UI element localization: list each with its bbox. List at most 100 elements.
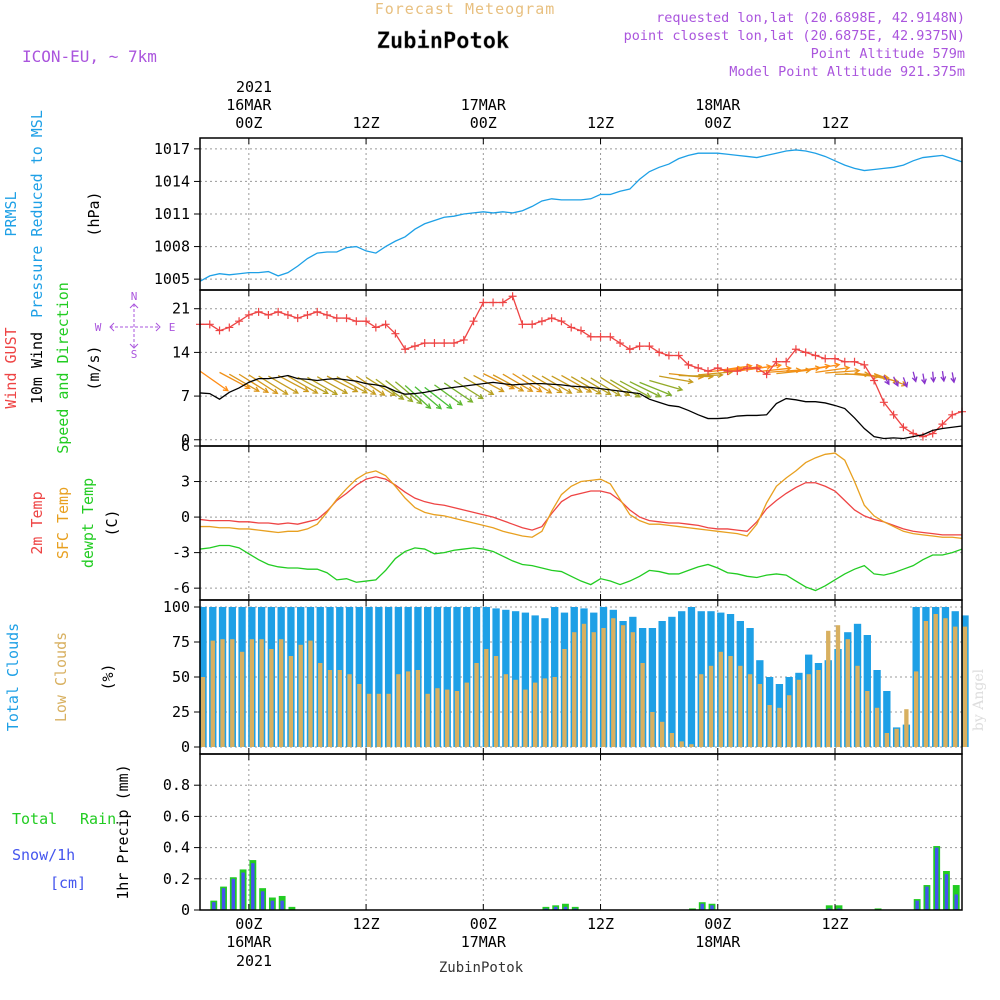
wind-arrow-head (595, 389, 602, 395)
low-cloud-bar (376, 693, 382, 747)
wind-arrow-head (902, 381, 909, 389)
y-tick-label: -6 (172, 579, 190, 597)
low-cloud-bar (513, 679, 518, 747)
low-cloud-bar (220, 639, 225, 747)
snow-bar (954, 894, 958, 910)
gust-marker (450, 339, 458, 348)
wind-arrow-head (361, 388, 368, 394)
low-cloud-bar (386, 693, 391, 747)
y-tick-label: 1014 (154, 172, 190, 190)
snow-bar (573, 908, 577, 910)
gust-marker (948, 410, 957, 419)
bottom-tick-label: 00Z (235, 915, 262, 933)
snow-bar (563, 906, 568, 910)
low-cloud-bar (239, 651, 245, 747)
low-cloud-bar (552, 677, 557, 747)
y-axis-label: 1hr Precip (mm) (114, 764, 132, 899)
wind-arrow (297, 376, 329, 394)
panel-4: 0 25 50 75 100 Total Clouds Low Clouds (%) (4, 598, 969, 756)
gust-marker (303, 310, 312, 319)
wind-arrow (463, 376, 494, 395)
wind-arrow-head (488, 389, 495, 396)
panel-legend-label: Speed and Direction (54, 282, 72, 454)
gust-marker (577, 326, 585, 335)
wind-arrow (698, 371, 733, 376)
y-tick-label: 75 (172, 633, 190, 651)
panel-legend-label: PRMSL (2, 191, 20, 236)
wind-arrow (688, 374, 723, 377)
gust-marker (430, 339, 439, 348)
low-cloud-bar (757, 684, 763, 747)
top-tick-label: 12Z (821, 114, 848, 132)
y-axis-label: (hPa) (85, 191, 103, 236)
gust-marker (371, 323, 380, 332)
wind-arrow-head (527, 386, 534, 392)
wind-arrow-head (884, 379, 890, 386)
gust-marker (821, 354, 830, 363)
low-cloud-bar (230, 639, 235, 747)
y-tick-label: 1011 (154, 205, 190, 223)
panel-5: 0 0.2 0.4 0.6 0.8 Total Rain Snow/1h [cm] 1hr Pre… (12, 753, 963, 919)
rain-bar (825, 905, 833, 910)
gust-marker (831, 354, 839, 363)
gust-marker (616, 339, 625, 348)
wind-arrow-head (775, 362, 783, 369)
gust-marker (879, 398, 888, 407)
total-cloud-bar (443, 607, 451, 747)
wind-arrow (346, 375, 376, 395)
snow-bar (837, 908, 841, 910)
gust-marker (772, 357, 781, 366)
wind-arrow (951, 372, 955, 383)
compass-rose: N S W E (95, 290, 176, 361)
gust-marker (274, 307, 283, 316)
low-cloud-bar (581, 623, 587, 747)
compass-s: S (131, 348, 138, 361)
gust-marker (205, 320, 214, 329)
wind-arrow-head (605, 389, 612, 396)
low-cloud-bar (923, 621, 929, 747)
wind-arrow-head (666, 390, 673, 397)
wind-arrow-head (322, 388, 329, 395)
wind-arrow-head (655, 392, 662, 398)
model-altitude: Model Point Altitude 921.375m (729, 64, 965, 80)
low-cloud-bar (904, 709, 909, 747)
y-tick-label: 0 (181, 431, 190, 449)
low-cloud-bar (620, 625, 626, 747)
wind-arrow-head (222, 385, 229, 392)
low-cloud-bar (562, 649, 567, 747)
low-cloud-bar (259, 639, 264, 747)
bottom-tick-label: 12Z (587, 915, 614, 933)
wind-arrow-head (854, 367, 861, 374)
wind-arrow-head (614, 390, 622, 397)
gust-marker (332, 314, 341, 323)
wind-arrow-head (893, 380, 899, 388)
wind-arrow (619, 380, 651, 398)
gust-marker (704, 367, 712, 376)
low-cloud-bar (572, 632, 577, 747)
bottom-tick-label: 12Z (821, 915, 848, 933)
wind-arrow-head (272, 388, 279, 395)
compass-n: N (131, 290, 138, 303)
gust-marker (323, 310, 331, 319)
wind-arrow (649, 379, 683, 391)
compass-cross (110, 304, 160, 348)
low-cloud-bar (962, 626, 968, 747)
wind-arrow (287, 375, 318, 394)
gust-marker (870, 376, 879, 385)
wind-arrow (228, 373, 260, 392)
low-cloud-bar (249, 639, 255, 747)
snow-bar (221, 888, 226, 910)
snow-bar (700, 903, 704, 910)
wind-arrow (492, 374, 524, 392)
wind-arrow (600, 376, 630, 396)
panel-frame (199, 445, 963, 601)
wind-arrow-head (352, 387, 359, 393)
precip-legend-total: Total (12, 810, 57, 828)
gust-marker (567, 323, 576, 332)
low-cloud-bar (210, 640, 215, 747)
gust-marker (401, 345, 410, 354)
gust-marker (235, 317, 244, 326)
low-cloud-bar (347, 674, 352, 747)
y-axis-label: (%) (99, 663, 117, 690)
